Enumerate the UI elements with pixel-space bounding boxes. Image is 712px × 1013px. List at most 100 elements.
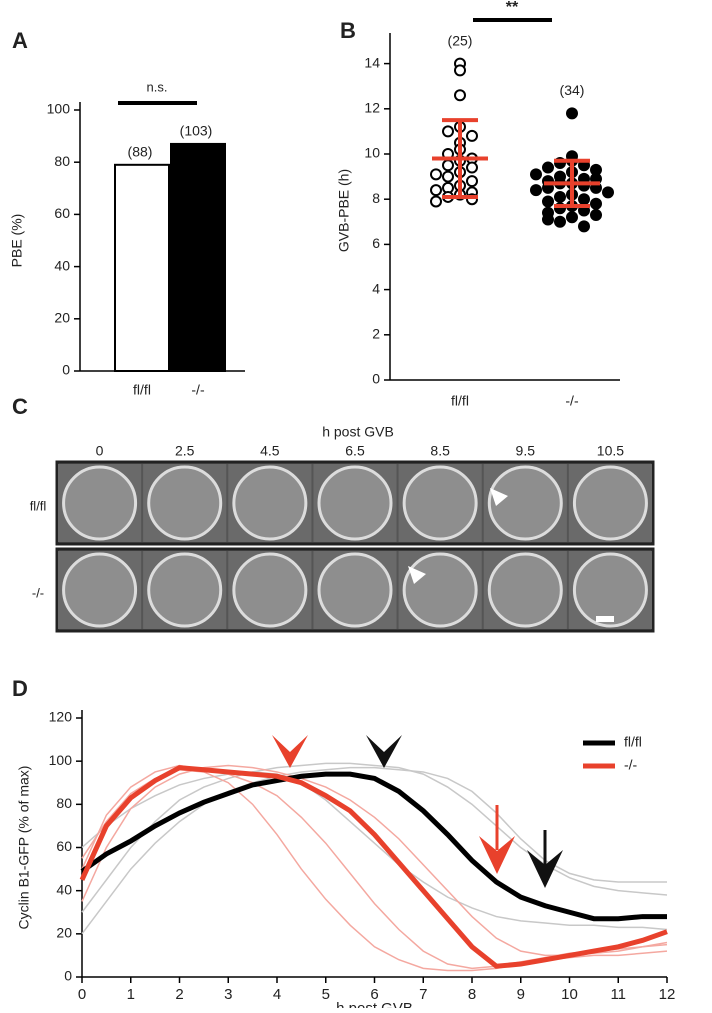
y-axis-label: PBE (%) [9, 214, 25, 268]
data-point [466, 175, 478, 188]
x-tick-label: 6 [370, 986, 378, 1003]
x-tick-label: -/- [565, 393, 579, 409]
data-point [530, 184, 542, 197]
y-tick-label: 40 [56, 881, 72, 897]
x-tick-label: fl/fl [133, 382, 151, 398]
trace [81, 771, 668, 931]
data-point [454, 89, 466, 102]
x-axis-label: h post GVB [322, 424, 394, 440]
time-label: 10.5 [597, 443, 624, 459]
trace [81, 766, 667, 935]
data-point [442, 170, 454, 183]
y-tick-label: 0 [372, 371, 380, 387]
y-tick-label: 60 [56, 838, 72, 854]
bar [170, 142, 226, 372]
data-point [542, 161, 554, 174]
row-label: fl/fl [30, 498, 47, 513]
y-tick-label: 12 [364, 100, 380, 116]
panel-label: C [12, 394, 28, 419]
data-point [442, 125, 454, 138]
bar-annotation: (103) [180, 123, 213, 139]
y-tick-label: 20 [56, 925, 72, 941]
y-axis-label: Cyclin B1-GFP (% of max) [16, 766, 32, 930]
data-point [566, 107, 578, 120]
y-tick-label: 80 [56, 795, 72, 811]
y-tick-label: 100 [49, 752, 73, 768]
time-label: 0 [96, 443, 104, 459]
trace [81, 769, 668, 972]
oocyte [572, 552, 648, 628]
oocyte [402, 465, 478, 541]
row-label: -/- [32, 585, 44, 600]
data-point [602, 186, 614, 199]
y-tick-label: 60 [54, 205, 70, 221]
y-tick-label: 100 [47, 101, 71, 117]
oocyte [232, 465, 308, 541]
oocyte [232, 552, 308, 628]
x-tick-label: 2 [175, 986, 183, 1003]
data-point [590, 197, 602, 210]
significance: ** [506, 0, 519, 16]
x-tick-label: 4 [273, 986, 281, 1003]
oocyte [62, 465, 138, 541]
data-point [466, 161, 478, 174]
panel-label: D [12, 676, 28, 701]
data-point [590, 209, 602, 222]
trace [81, 764, 668, 970]
panel-label: B [340, 18, 356, 43]
y-tick-label: 0 [64, 968, 72, 984]
arrowhead [527, 850, 563, 888]
y-tick-label: 80 [54, 153, 70, 169]
y-tick-label: 6 [372, 235, 380, 251]
mean-line [80, 771, 667, 922]
oocyte [487, 552, 563, 628]
arrowhead [479, 836, 515, 874]
x-tick-label: 12 [659, 986, 676, 1003]
panel-label: A [12, 28, 28, 53]
scale-bar [596, 616, 614, 622]
data-point [430, 195, 442, 208]
x-tick-label: 0 [78, 986, 86, 1003]
oocyte [317, 552, 393, 628]
oocyte [402, 552, 478, 628]
y-tick-label: 14 [364, 54, 380, 70]
x-tick-label: 10 [561, 986, 578, 1003]
y-tick-label: 0 [62, 362, 70, 378]
x-tick-label: 11 [610, 986, 626, 1003]
significance: n.s. [147, 79, 168, 94]
data-point [530, 168, 542, 181]
y-tick-label: 40 [54, 257, 70, 273]
arrowhead [272, 735, 308, 768]
oocyte [572, 465, 648, 541]
time-label: 8.5 [430, 443, 450, 459]
oocyte [147, 465, 223, 541]
data-point [466, 129, 478, 142]
oocyte [62, 552, 138, 628]
data-point [566, 211, 578, 224]
x-tick-label: 9 [517, 986, 525, 1003]
data-point [578, 220, 590, 233]
trace [81, 762, 668, 913]
oocyte [487, 465, 563, 541]
group-annotation: (34) [560, 82, 585, 98]
bar-annotation: (88) [128, 144, 153, 160]
x-tick-label: 1 [127, 986, 135, 1003]
data-point [430, 184, 442, 197]
y-tick-label: 4 [372, 280, 380, 296]
time-label: 9.5 [516, 443, 536, 459]
data-point [554, 215, 566, 228]
y-tick-label: 120 [49, 709, 73, 725]
time-label: 2.5 [175, 443, 195, 459]
time-label: 6.5 [345, 443, 365, 459]
arrowhead [490, 488, 508, 506]
legend-label: fl/fl [624, 734, 642, 750]
x-tick-label: 7 [419, 986, 427, 1003]
x-tick-label: 5 [322, 986, 330, 1003]
x-tick-label: -/- [191, 382, 205, 398]
time-label: 4.5 [260, 443, 280, 459]
data-point [578, 193, 590, 206]
legend-label: -/- [624, 757, 638, 773]
trace [81, 764, 668, 957]
x-tick-label: 3 [224, 986, 232, 1003]
